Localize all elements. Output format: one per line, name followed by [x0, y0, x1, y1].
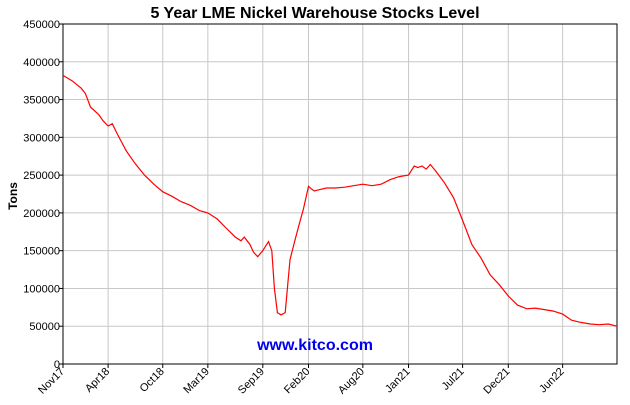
y-tick-label: 0 [54, 359, 60, 371]
y-tick-label: 200000 [23, 208, 60, 220]
chart-title: 5 Year LME Nickel Warehouse Stocks Level [150, 5, 479, 22]
watermark-text: www.kitco.com [256, 337, 373, 354]
series-line-nickel-stocks [62, 74, 618, 327]
grid [62, 23, 617, 365]
x-tick-label: Nov17 [36, 366, 67, 397]
plot-frame [62, 23, 618, 365]
y-tick-label: 50000 [29, 321, 60, 333]
x-tick-label: Mar19 [181, 366, 212, 397]
x-axis: Nov17 Apr18 Oct18 Mar19 Sep19 Feb20 Aug20 Jan21… [36, 364, 567, 397]
y-tick-label: 400000 [23, 57, 60, 69]
x-tick-label: Jul21 [440, 366, 467, 393]
y-tick-label: 450000 [23, 19, 60, 31]
x-tick-label: Apr18 [83, 366, 112, 395]
y-tick-label: 150000 [23, 246, 60, 258]
x-tick-label: Dec21 [481, 366, 512, 397]
y-tick-label: 300000 [23, 132, 60, 144]
y-axis: 0 50000 100000 150000 200000 250000 300000 3500… [23, 19, 63, 371]
y-axis-label: Tons [6, 182, 20, 210]
x-tick-label: Jun22 [537, 366, 567, 396]
x-tick-label: Feb20 [282, 366, 313, 397]
x-tick-label: Sep19 [236, 366, 267, 397]
x-tick-label: Oct18 [138, 366, 167, 395]
y-tick-label: 250000 [23, 170, 60, 182]
y-tick-label: 100000 [23, 283, 60, 295]
x-tick-label: Aug20 [336, 366, 367, 397]
y-tick-label: 350000 [23, 95, 60, 107]
x-tick-label: Jan21 [383, 366, 413, 396]
